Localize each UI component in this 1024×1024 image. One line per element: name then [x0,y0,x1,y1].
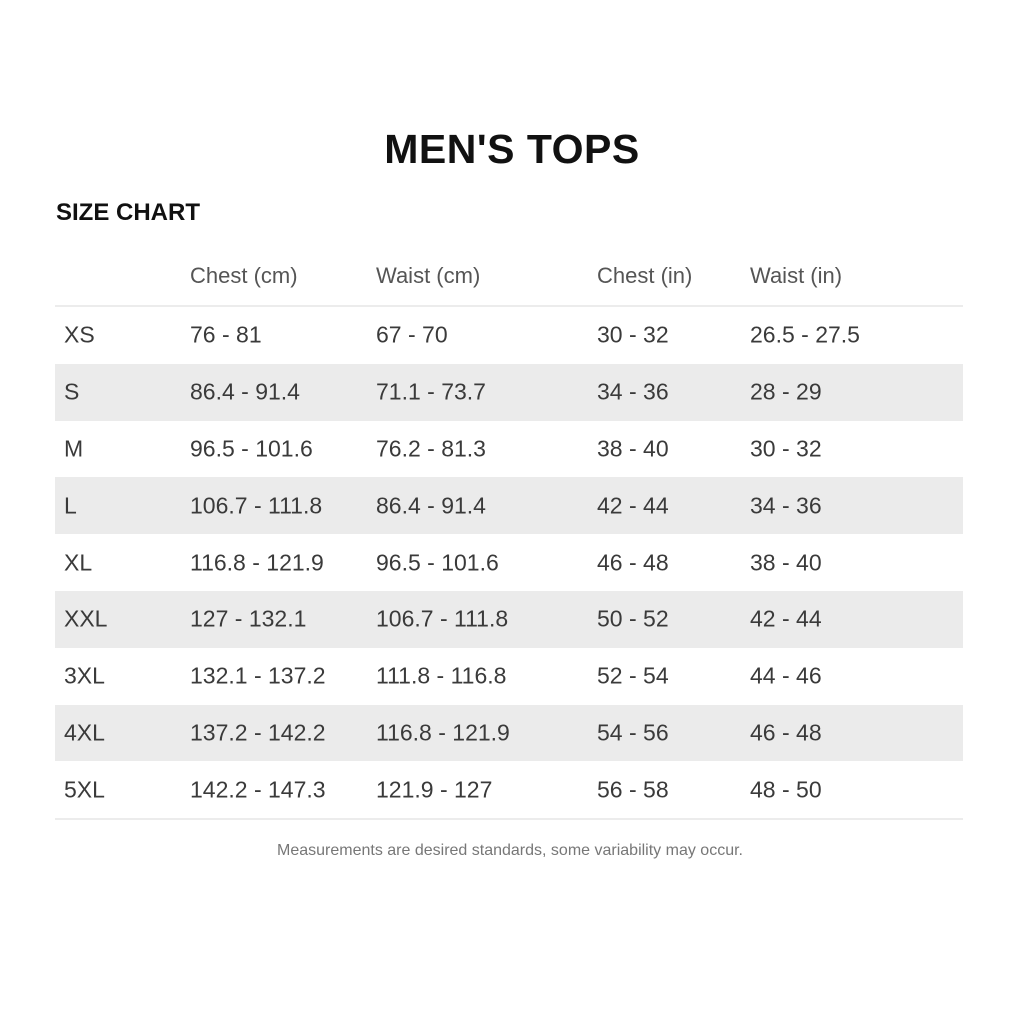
cell-size: S [64,378,80,405]
cell-chest-cm: 127 - 132.1 [190,605,307,632]
cell-waist-in: 42 - 44 [750,605,822,632]
table-row: 5XL 142.2 - 147.3 121.9 - 127 56 - 58 48 - 5… [55,761,963,818]
cell-waist-in: 34 - 36 [750,492,822,519]
cell-chest-cm: 86.4 - 91.4 [190,378,300,405]
table-row: XS 76 - 81 67 - 70 30 - 32 26.5 - 27.5 [55,307,963,364]
header-waist-in: Waist (in) [750,263,843,288]
cell-waist-in: 46 - 48 [750,719,822,746]
size-table: Chest (cm) Waist (cm) Chest (in) Waist (… [55,250,963,821]
table-row: M 96.5 - 101.6 76.2 - 81.3 38 - 40 30 - 32 [55,421,963,478]
cell-waist-cm: 86.4 - 91.4 [376,492,486,519]
cell-chest-in: 52 - 54 [597,662,669,689]
cell-waist-in: 48 - 50 [750,776,822,803]
cell-chest-in: 42 - 44 [597,492,669,519]
cell-size: 5XL [64,776,105,803]
cell-waist-in: 44 - 46 [750,662,822,689]
table-row: 4XL 137.2 - 142.2 116.8 - 121.9 54 - 56 46 -… [55,704,963,762]
cell-size: M [64,435,84,462]
table-row: 3XL 132.1 - 137.2 111.8 - 116.8 52 - 54 44 -… [55,648,963,705]
cell-waist-in: 38 - 40 [750,549,822,576]
cell-waist-cm: 116.8 - 121.9 [376,719,510,746]
cell-chest-in: 30 - 32 [597,321,669,348]
cell-size: XXL [64,605,108,632]
cell-chest-cm: 96.5 - 101.6 [190,435,313,462]
cell-chest-cm: 106.7 - 111.8 [190,492,323,519]
header-chest-in: Chest (in) [597,263,693,288]
table-row: XL 116.8 - 121.9 96.5 - 101.6 46 - 48 38 - 4… [55,534,963,591]
cell-chest-in: 38 - 40 [597,435,669,462]
cell-chest-in: 56 - 58 [597,776,669,803]
header-waist-cm: Waist (cm) [376,263,481,288]
cell-size: 4XL [64,719,105,746]
table-header-row: Chest (cm) Waist (cm) Chest (in) Waist (… [55,250,963,307]
cell-size: XS [64,321,95,348]
table-row: S 86.4 - 91.4 71.1 - 73.7 34 - 36 28 - 29 [55,363,963,421]
cell-chest-in: 46 - 48 [597,549,669,576]
cell-size: XL [64,549,93,576]
table-row: XXL 127 - 132.1 106.7 - 111.8 50 - 52 42 - 4… [55,590,963,648]
table-bottom-divider [55,818,963,821]
cell-waist-in: 26.5 - 27.5 [750,321,860,348]
cell-chest-cm: 76 - 81 [190,321,262,348]
section-title: SIZE CHART [56,199,200,226]
table-body: XS 76 - 81 67 - 70 30 - 32 26.5 - 27.5 S 86.4 … [55,307,963,818]
page-title: MEN'S TOPS [384,126,640,172]
cell-chest-cm: 116.8 - 121.9 [190,549,324,576]
cell-waist-cm: 76.2 - 81.3 [376,435,486,462]
table-row: L 106.7 - 111.8 86.4 - 91.4 42 - 44 34 - 36 [55,477,963,535]
cell-waist-in: 30 - 32 [750,435,822,462]
header-chest-cm: Chest (cm) [190,263,298,288]
cell-size: 3XL [64,662,105,689]
cell-size: L [64,492,77,519]
cell-waist-cm: 96.5 - 101.6 [376,549,499,576]
cell-chest-cm: 132.1 - 137.2 [190,662,326,689]
cell-chest-in: 54 - 56 [597,719,669,746]
cell-chest-in: 50 - 52 [597,605,669,632]
cell-chest-in: 34 - 36 [597,378,669,405]
footnote: Measurements are desired standards, some… [277,842,743,859]
cell-waist-in: 28 - 29 [750,378,822,405]
cell-chest-cm: 142.2 - 147.3 [190,776,326,803]
cell-chest-cm: 137.2 - 142.2 [190,719,326,746]
cell-waist-cm: 111.8 - 116.8 [376,662,507,689]
cell-waist-cm: 67 - 70 [376,321,448,348]
cell-waist-cm: 106.7 - 111.8 [376,605,509,632]
cell-waist-cm: 71.1 - 73.7 [376,378,486,405]
cell-waist-cm: 121.9 - 127 [376,776,493,803]
